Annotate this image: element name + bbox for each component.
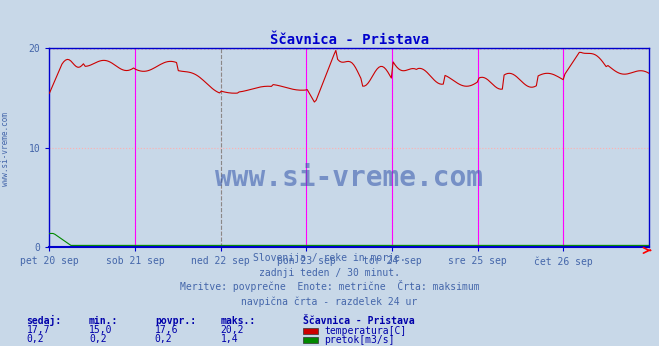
Text: 1,4: 1,4 <box>221 334 239 344</box>
Text: zadnji teden / 30 minut.: zadnji teden / 30 minut. <box>259 268 400 278</box>
Text: 0,2: 0,2 <box>155 334 173 344</box>
Title: Ščavnica - Pristava: Ščavnica - Pristava <box>270 33 429 47</box>
Text: 20,2: 20,2 <box>221 325 244 335</box>
Text: pretok[m3/s]: pretok[m3/s] <box>324 335 395 345</box>
Text: 17,6: 17,6 <box>155 325 179 335</box>
Text: Slovenija / reke in morje.: Slovenija / reke in morje. <box>253 253 406 263</box>
Text: www.si-vreme.com: www.si-vreme.com <box>1 112 10 186</box>
Text: 0,2: 0,2 <box>89 334 107 344</box>
Text: maks.:: maks.: <box>221 316 256 326</box>
Text: povpr.:: povpr.: <box>155 316 196 326</box>
Text: Meritve: povprečne  Enote: metrične  Črta: maksimum: Meritve: povprečne Enote: metrične Črta:… <box>180 280 479 292</box>
Text: temperatura[C]: temperatura[C] <box>324 326 407 336</box>
Text: Ščavnica - Pristava: Ščavnica - Pristava <box>303 316 415 326</box>
Text: 17,7: 17,7 <box>26 325 50 335</box>
Text: min.:: min.: <box>89 316 119 326</box>
Text: navpična črta - razdelek 24 ur: navpična črta - razdelek 24 ur <box>241 296 418 307</box>
Text: 0,2: 0,2 <box>26 334 44 344</box>
Text: sedaj:: sedaj: <box>26 315 61 326</box>
Text: 15,0: 15,0 <box>89 325 113 335</box>
Text: www.si-vreme.com: www.si-vreme.com <box>215 164 483 192</box>
